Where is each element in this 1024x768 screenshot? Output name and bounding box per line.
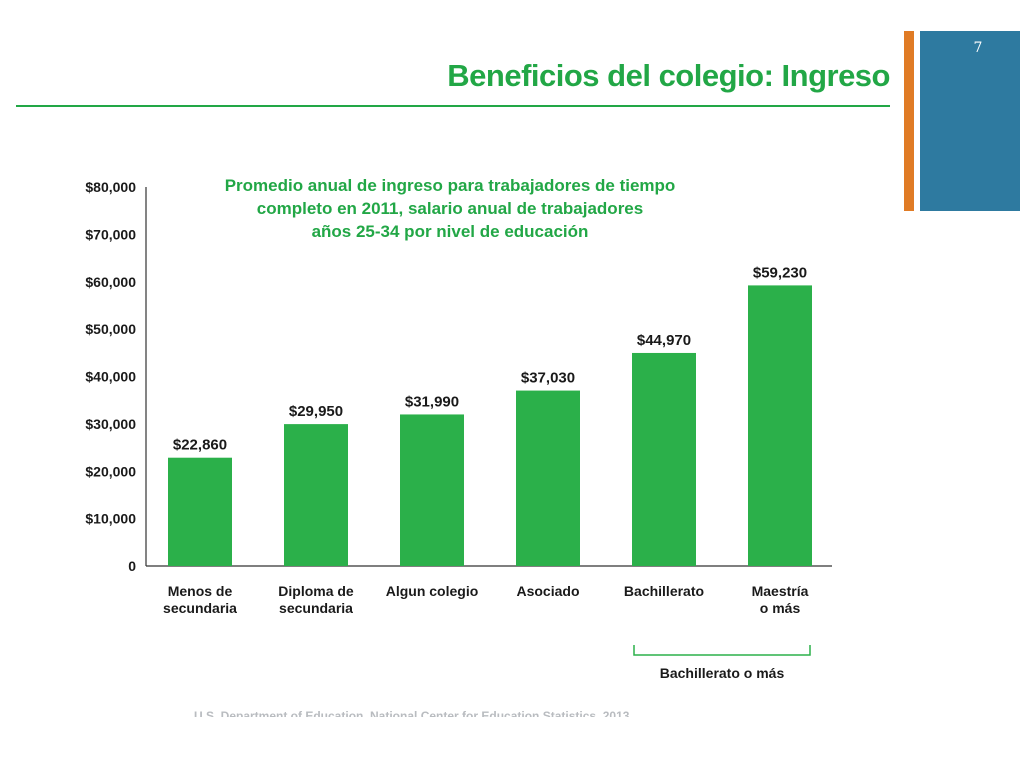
bar-value-label: $37,030 <box>521 370 575 387</box>
x-category-label: o más <box>760 600 801 616</box>
bar-value-label: $29,950 <box>289 403 343 420</box>
chart-axes <box>145 187 832 567</box>
chart-title-line: años 25-34 por nivel de educación <box>311 222 589 241</box>
accent-bar-orange <box>904 31 914 211</box>
chart-title-line: Promedio anual de ingreso para trabajado… <box>224 176 676 195</box>
x-category-label: Maestría <box>752 583 809 599</box>
x-category-label: secundaria <box>279 600 353 616</box>
y-tick-label: 0 <box>128 558 136 574</box>
bar <box>284 424 348 566</box>
y-tick-label: $30,000 <box>85 416 136 432</box>
x-category-label: Diploma de <box>278 583 354 599</box>
x-category-label: secundaria <box>163 600 237 616</box>
y-tick-label: $60,000 <box>85 274 136 290</box>
bar-value-label: $44,970 <box>637 332 691 349</box>
y-tick-label: $40,000 <box>85 369 136 385</box>
y-axis-ticks: 0 $10,000 $20,000 $30,000 $40,000 $50,000 $60,… <box>85 179 136 574</box>
y-tick-label: $80,000 <box>85 179 136 195</box>
source-citation: U.S. Department of Education, National C… <box>194 709 630 717</box>
bar-value-label: $59,230 <box>753 264 807 281</box>
y-tick-label: $70,000 <box>85 226 136 242</box>
chart-title: Promedio anual de ingreso para trabajado… <box>170 174 730 243</box>
x-category-label: Algun colegio <box>386 583 479 599</box>
bar-value-label: $31,990 <box>405 393 459 410</box>
bar <box>516 390 580 566</box>
slide-title: Beneficios del colegio: Ingreso <box>447 58 890 93</box>
x-category-label: Bachillerato <box>624 583 704 599</box>
title-underline <box>16 105 890 107</box>
bar <box>632 352 696 566</box>
accent-block-blue <box>920 31 1020 211</box>
y-tick-label: $50,000 <box>85 321 136 337</box>
y-tick-label: $10,000 <box>85 511 136 527</box>
chart-bars <box>168 285 812 566</box>
bar-value-label: $22,860 <box>173 437 227 454</box>
category-bracket: Bachillerato o más <box>633 645 811 681</box>
bracket-line <box>633 645 811 656</box>
x-category-label: Menos de <box>168 583 233 599</box>
bar <box>168 457 232 566</box>
bar <box>400 414 464 566</box>
x-category-label: Asociado <box>516 583 579 599</box>
y-tick-label: $20,000 <box>85 463 136 479</box>
chart-title-line: completo en 2011, salario anual de traba… <box>256 199 644 218</box>
slide-number: 7 <box>973 40 983 56</box>
bracket-label: Bachillerato o más <box>660 665 785 681</box>
bar <box>748 285 812 566</box>
chart-value-labels: $22,860 $29,950 $31,990 $37,030 $44,970 $59,2… <box>173 264 807 453</box>
